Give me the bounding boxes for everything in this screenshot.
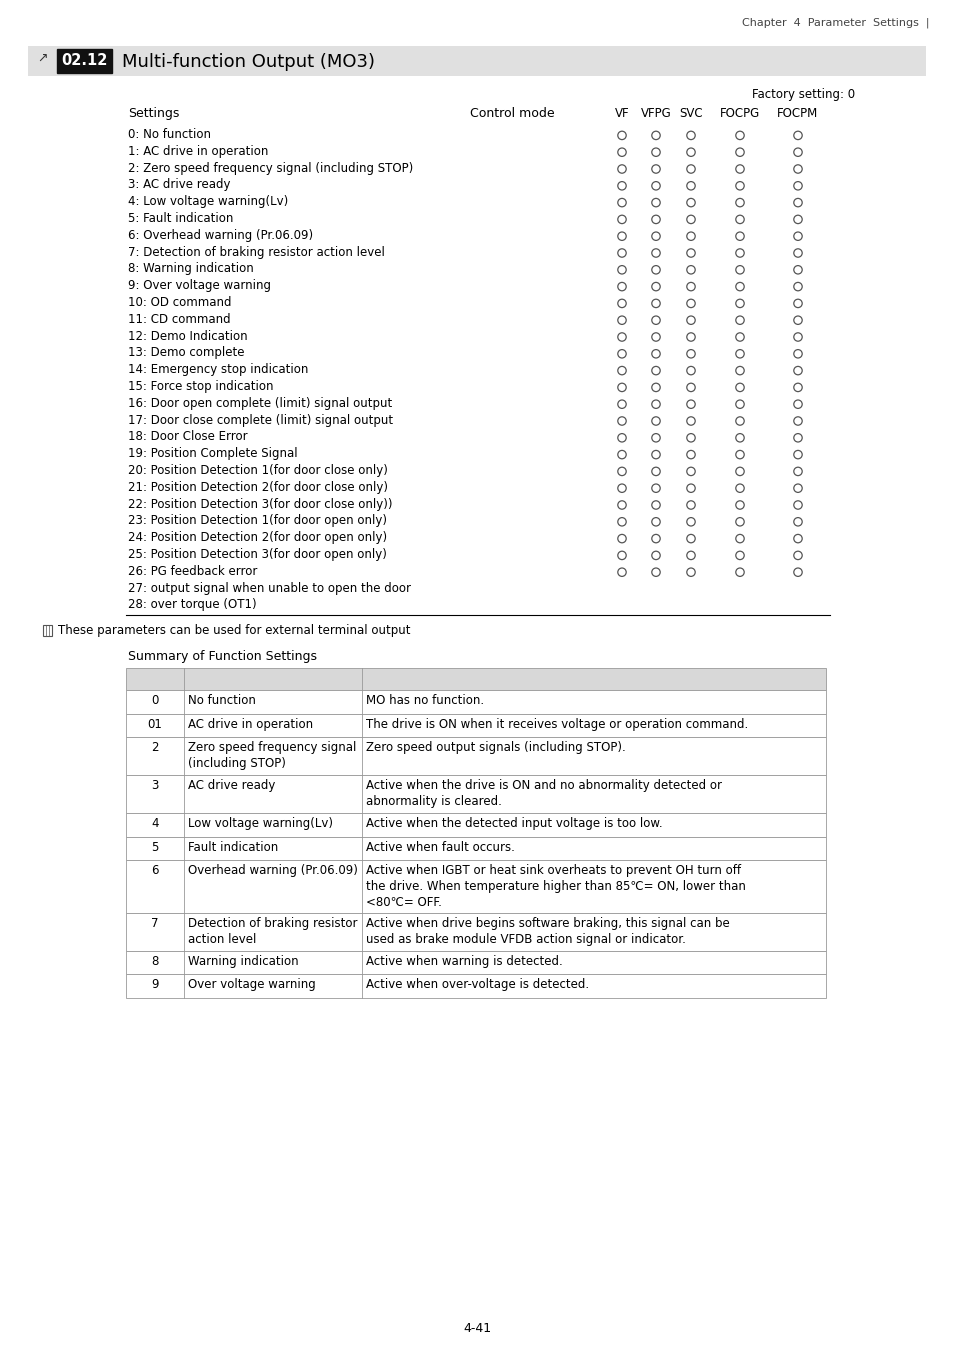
Text: 28: over torque (OT1): 28: over torque (OT1) <box>128 598 256 612</box>
Text: 14: Emergency stop indication: 14: Emergency stop indication <box>128 363 308 377</box>
Text: 9: 9 <box>152 979 158 991</box>
Text: These parameters can be used for external terminal output: These parameters can be used for externa… <box>58 624 410 637</box>
Text: Zero speed output signals (including STOP).: Zero speed output signals (including STO… <box>366 741 625 755</box>
Text: Control mode: Control mode <box>470 107 554 120</box>
Text: 15: Force stop indication: 15: Force stop indication <box>128 379 274 393</box>
Text: Active when fault occurs.: Active when fault occurs. <box>366 841 515 853</box>
Text: Active when the detected input voltage is too low.: Active when the detected input voltage i… <box>366 817 662 830</box>
Bar <box>126 860 825 913</box>
Text: FOCPM: FOCPM <box>777 107 818 120</box>
Text: 11: CD command: 11: CD command <box>128 313 231 325</box>
Bar <box>126 813 825 837</box>
Text: FOCPG: FOCPG <box>720 107 760 120</box>
Text: 10: OD command: 10: OD command <box>128 296 232 309</box>
Text: 6: Overhead warning (Pr.06.09): 6: Overhead warning (Pr.06.09) <box>128 228 313 242</box>
Text: SVC: SVC <box>679 107 702 120</box>
Text: VF: VF <box>614 107 629 120</box>
Bar <box>43 625 52 636</box>
Text: 5: 5 <box>152 841 158 853</box>
Bar <box>57 49 112 73</box>
Text: 21: Position Detection 2(for door close only): 21: Position Detection 2(for door close … <box>128 481 388 494</box>
Text: MO has no function.: MO has no function. <box>366 694 483 707</box>
Text: 20: Position Detection 1(for door close only): 20: Position Detection 1(for door close … <box>128 464 388 477</box>
Text: 3: AC drive ready: 3: AC drive ready <box>128 178 231 192</box>
Text: 8: Warning indication: 8: Warning indication <box>128 262 253 275</box>
Text: Over voltage warning: Over voltage warning <box>188 979 315 991</box>
Text: Active when over-voltage is detected.: Active when over-voltage is detected. <box>366 979 589 991</box>
Text: 27: output signal when unable to open the door: 27: output signal when unable to open th… <box>128 582 411 594</box>
Text: 0: No function: 0: No function <box>128 128 211 140</box>
Text: Detection of braking resistor
action level: Detection of braking resistor action lev… <box>188 917 357 946</box>
Text: Active when the drive is ON and no abnormality detected or
abnormality is cleare: Active when the drive is ON and no abnor… <box>366 779 721 809</box>
Text: 25: Position Detection 3(for door open only): 25: Position Detection 3(for door open o… <box>128 548 387 562</box>
Text: AC drive in operation: AC drive in operation <box>188 718 313 730</box>
Text: Low voltage warning(Lv): Low voltage warning(Lv) <box>188 817 333 830</box>
Text: 4-41: 4-41 <box>462 1322 491 1335</box>
Text: 9: Over voltage warning: 9: Over voltage warning <box>128 279 271 292</box>
Text: 22: Position Detection 3(for door close only)): 22: Position Detection 3(for door close … <box>128 498 392 510</box>
Text: 5: Fault indication: 5: Fault indication <box>128 212 233 225</box>
Bar <box>126 975 825 998</box>
Text: Summary of Function Settings: Summary of Function Settings <box>128 651 316 663</box>
Text: 02.12: 02.12 <box>61 53 108 68</box>
Bar <box>28 46 925 76</box>
Text: Settings: Settings <box>128 107 179 120</box>
Bar <box>126 837 825 860</box>
Text: Multi-function Output (MO3): Multi-function Output (MO3) <box>122 53 375 72</box>
Text: 13: Demo complete: 13: Demo complete <box>128 347 244 359</box>
Bar <box>126 737 825 775</box>
Text: 8: 8 <box>152 954 158 968</box>
Text: Active when IGBT or heat sink overheats to prevent OH turn off
the drive. When t: Active when IGBT or heat sink overheats … <box>366 864 745 909</box>
Text: 12: Demo Indication: 12: Demo Indication <box>128 329 248 343</box>
Bar <box>126 950 825 975</box>
Text: Zero speed frequency signal
(including STOP): Zero speed frequency signal (including S… <box>188 741 356 771</box>
Text: The drive is ON when it receives voltage or operation command.: The drive is ON when it receives voltage… <box>366 718 747 730</box>
Text: Active when warning is detected.: Active when warning is detected. <box>366 954 562 968</box>
Text: Overhead warning (Pr.06.09): Overhead warning (Pr.06.09) <box>188 864 357 878</box>
Text: Factory setting: 0: Factory setting: 0 <box>751 88 854 101</box>
Text: Fault indication: Fault indication <box>188 841 278 853</box>
Text: 24: Position Detection 2(for door open only): 24: Position Detection 2(for door open o… <box>128 531 387 544</box>
Text: 6: 6 <box>152 864 158 878</box>
Text: 3: 3 <box>152 779 158 792</box>
Text: 01: 01 <box>148 718 162 730</box>
Text: VFPG: VFPG <box>640 107 671 120</box>
Text: Active when drive begins software braking, this signal can be
used as brake modu: Active when drive begins software brakin… <box>366 917 729 946</box>
Text: Chapter  4  Parameter  Settings  |: Chapter 4 Parameter Settings | <box>741 18 929 28</box>
Bar <box>126 690 825 714</box>
Text: 26: PG feedback error: 26: PG feedback error <box>128 564 257 578</box>
Text: 4: Low voltage warning(Lv): 4: Low voltage warning(Lv) <box>128 196 288 208</box>
Bar <box>126 913 825 950</box>
Text: 1: AC drive in operation: 1: AC drive in operation <box>128 144 268 158</box>
Text: Warning indication: Warning indication <box>188 954 298 968</box>
Bar <box>126 668 825 690</box>
Text: 19: Position Complete Signal: 19: Position Complete Signal <box>128 447 297 460</box>
Text: 2: 2 <box>152 741 158 755</box>
Text: 7: Detection of braking resistor action level: 7: Detection of braking resistor action … <box>128 246 384 259</box>
Text: 4: 4 <box>152 817 158 830</box>
Text: 16: Door open complete (limit) signal output: 16: Door open complete (limit) signal ou… <box>128 397 392 410</box>
Text: 17: Door close complete (limit) signal output: 17: Door close complete (limit) signal o… <box>128 413 393 427</box>
Bar <box>126 775 825 813</box>
Text: No function: No function <box>188 694 255 707</box>
Text: ↗: ↗ <box>37 53 48 65</box>
Bar <box>126 714 825 737</box>
Text: 0: 0 <box>152 694 158 707</box>
Text: AC drive ready: AC drive ready <box>188 779 275 792</box>
Bar <box>46 625 49 636</box>
Text: 2: Zero speed frequency signal (including STOP): 2: Zero speed frequency signal (includin… <box>128 162 413 174</box>
Text: 18: Door Close Error: 18: Door Close Error <box>128 431 248 443</box>
Text: 23: Position Detection 1(for door open only): 23: Position Detection 1(for door open o… <box>128 514 387 528</box>
Text: 7: 7 <box>152 917 158 930</box>
